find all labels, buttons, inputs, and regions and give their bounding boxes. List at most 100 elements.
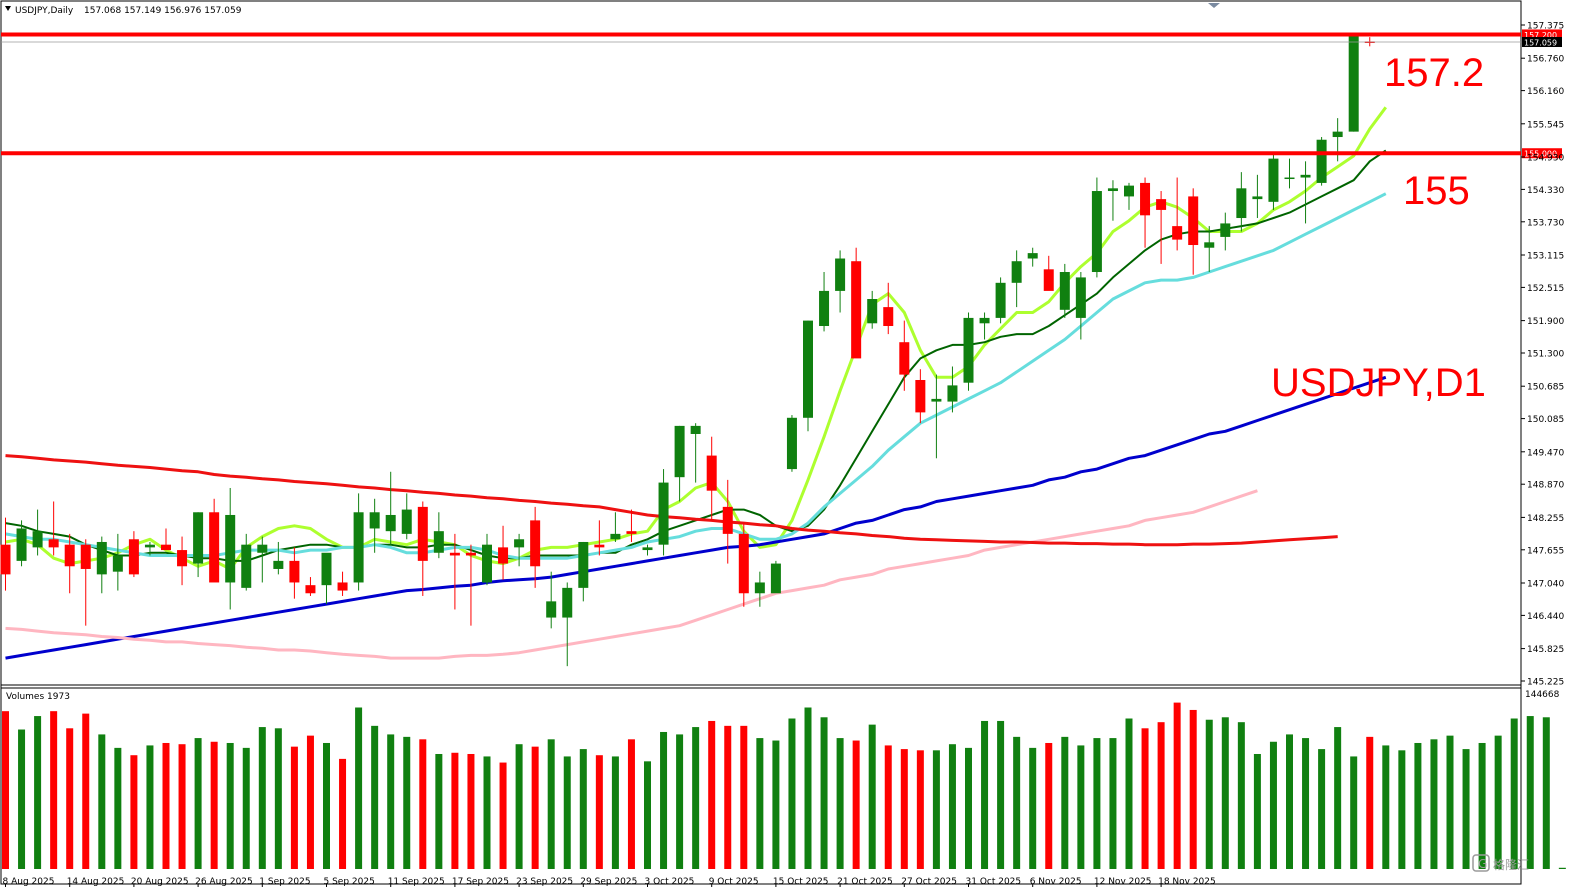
- candle-body: [1348, 34, 1359, 132]
- volume-bar: [1350, 756, 1358, 869]
- candle-body: [819, 290, 830, 327]
- candle-body: [144, 544, 155, 548]
- volume-bar: [1141, 728, 1149, 869]
- volume-bar: [1189, 709, 1197, 869]
- resistance-label: 157.2: [1384, 51, 1484, 95]
- volume-bar: [1173, 702, 1181, 869]
- y-tick-label: 151.300: [1527, 350, 1564, 360]
- volume-bar: [50, 711, 58, 869]
- y-tick-label: 149.470: [1527, 448, 1564, 458]
- current-price-text: 157.059: [1524, 39, 1557, 48]
- volume-bar: [644, 761, 651, 869]
- candle-body: [738, 533, 749, 594]
- candle-body: [1075, 277, 1086, 318]
- volume-bar: [740, 725, 748, 869]
- volume-bar: [804, 707, 812, 869]
- y-tick-label: 156.760: [1527, 55, 1564, 65]
- x-tick-label: 21 Oct 2025: [837, 877, 893, 887]
- candle-body: [706, 455, 717, 491]
- candle-body: [1011, 261, 1022, 283]
- volume-bar: [868, 724, 876, 869]
- volume-bar: [836, 738, 844, 869]
- candle-body: [610, 533, 621, 540]
- x-tick-label: 12 Nov 2025: [1094, 877, 1152, 887]
- candle-body: [401, 509, 412, 534]
- candle-body: [80, 544, 91, 569]
- candle-body: [690, 425, 701, 434]
- volume-bar: [820, 717, 828, 869]
- candle-body: [1268, 158, 1279, 202]
- volume-bar: [1510, 718, 1518, 869]
- volume-bar: [1221, 717, 1229, 869]
- candle-body: [1332, 131, 1343, 138]
- volume-bar: [1382, 745, 1390, 869]
- candle-body: [433, 531, 444, 553]
- candle-body: [32, 531, 43, 548]
- volume-bar: [1366, 736, 1374, 869]
- y-tick-label: 157.375: [1527, 22, 1564, 32]
- instrument-label: USDJPY,D1: [1271, 361, 1486, 405]
- volume-bar: [531, 746, 539, 869]
- volume-bar: [595, 755, 603, 869]
- volume-bar: [435, 753, 443, 869]
- candle-body: [16, 528, 27, 561]
- candle-body: [1316, 139, 1327, 183]
- level-price-tag: [1522, 148, 1562, 159]
- volume-bar: [692, 727, 700, 869]
- ma-line-ma_blue: [5, 375, 1387, 660]
- volume-bar: [1253, 753, 1261, 869]
- candle-body: [369, 512, 380, 529]
- candle-body: [449, 552, 460, 556]
- candles: [0, 34, 1375, 667]
- x-tick-label: 9 Oct 2025: [709, 877, 759, 887]
- volume-bar: [306, 735, 314, 869]
- volume-bar: [114, 747, 122, 869]
- volume-bar: [1334, 727, 1342, 869]
- x-tick-label: 31 Oct 2025: [966, 877, 1022, 887]
- candle-body: [899, 342, 910, 375]
- y-tick-label: 145.825: [1527, 645, 1564, 655]
- candle-body: [128, 539, 139, 575]
- volume-bar: [756, 738, 764, 869]
- candle-body: [465, 552, 476, 556]
- volume-bar: [563, 756, 571, 869]
- volume-bar: [403, 736, 411, 869]
- shift-marker-icon[interactable]: [1208, 3, 1220, 8]
- symbol-menu-icon[interactable]: [5, 6, 11, 11]
- candle-body: [1124, 185, 1134, 197]
- volume-bar: [1478, 742, 1486, 869]
- candle-body: [305, 585, 316, 594]
- candle-body: [177, 550, 188, 567]
- volume-bar: [1494, 735, 1502, 869]
- candle-body: [1300, 174, 1311, 178]
- volume-bar: [1446, 735, 1454, 869]
- x-tick-label: 15 Oct 2025: [773, 877, 829, 887]
- candle-body: [658, 482, 669, 545]
- volume-bar: [371, 725, 379, 869]
- volume-bar: [483, 756, 491, 869]
- candle-body: [112, 555, 123, 572]
- volume-bar: [66, 728, 74, 869]
- candle-body: [947, 385, 958, 402]
- x-tick-label: 3 Oct 2025: [645, 877, 695, 887]
- candle-body: [417, 506, 428, 561]
- y-tick-label: 146.440: [1527, 612, 1564, 622]
- volume-bar: [1093, 738, 1101, 869]
- candle-body: [770, 563, 781, 594]
- volume-bar: [1237, 722, 1245, 869]
- volume-bar: [997, 720, 1005, 869]
- volume-bar: [194, 738, 202, 869]
- volume-bar: [1013, 736, 1021, 869]
- volume-bar: [948, 744, 956, 869]
- candle-body: [1091, 191, 1102, 273]
- candle-body: [546, 601, 557, 618]
- moving-averages: [5, 106, 1388, 660]
- candle-body: [995, 282, 1006, 318]
- candle-body: [257, 544, 268, 553]
- candle-body: [1220, 223, 1231, 237]
- ma-line-ma_red: [5, 454, 1338, 547]
- volume-bar: [965, 747, 972, 869]
- price-axis: 157.375 156.760 156.160 155.545 154.930 154.3…: [1521, 22, 1564, 688]
- candle-body: [64, 544, 75, 567]
- volume-bar: [18, 729, 26, 869]
